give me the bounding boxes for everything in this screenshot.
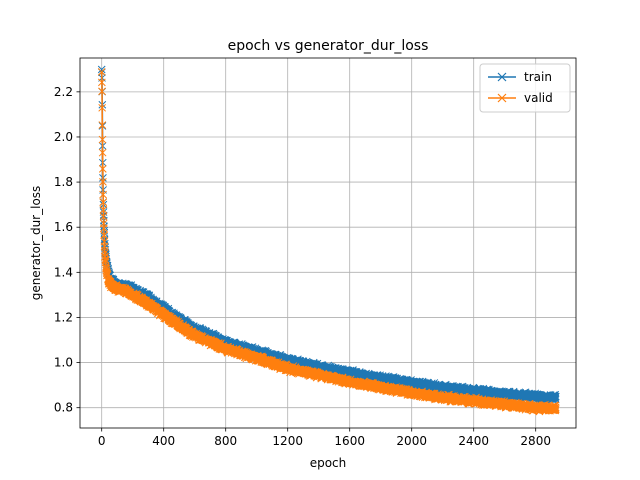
legend-marker-train [497,72,507,82]
y-tick-label: 1.8 [54,175,73,189]
x-tick-label: 1600 [334,434,365,448]
x-tick-label: 2400 [458,434,489,448]
x-tick-label: 400 [152,434,175,448]
x-tick-label: 2000 [396,434,427,448]
legend-marker-valid [497,93,507,103]
y-tick-label: 1.0 [54,356,73,370]
x-tick-label: 0 [98,434,106,448]
legend-label-train: train [524,70,552,84]
grid [80,58,576,428]
series-layer [97,65,560,416]
y-tick-label: 2.2 [54,85,73,99]
series-markers-valid [97,68,560,416]
y-tick-label: 1.2 [54,310,73,324]
plot-frame [79,57,577,429]
y-tick-label: 1.4 [54,265,73,279]
y-axis-label: generator_dur_loss [29,186,43,301]
legend-label-valid: valid [524,91,553,105]
x-axis-label: epoch [310,456,347,470]
x-tick-label: 800 [214,434,237,448]
legend: train valid [479,63,571,113]
ticks: 0 400 800 1200 1600 2000 2400 2800 0.8 1.0 1.2 1.4 1… [54,85,551,448]
x-tick-label: 1200 [272,434,303,448]
x-tick-label: 2800 [520,434,551,448]
chart-title: epoch vs generator_dur_loss [228,38,429,54]
y-tick-label: 1.6 [54,220,73,234]
y-tick-label: 2.0 [54,130,73,144]
y-tick-label: 0.8 [54,401,73,415]
